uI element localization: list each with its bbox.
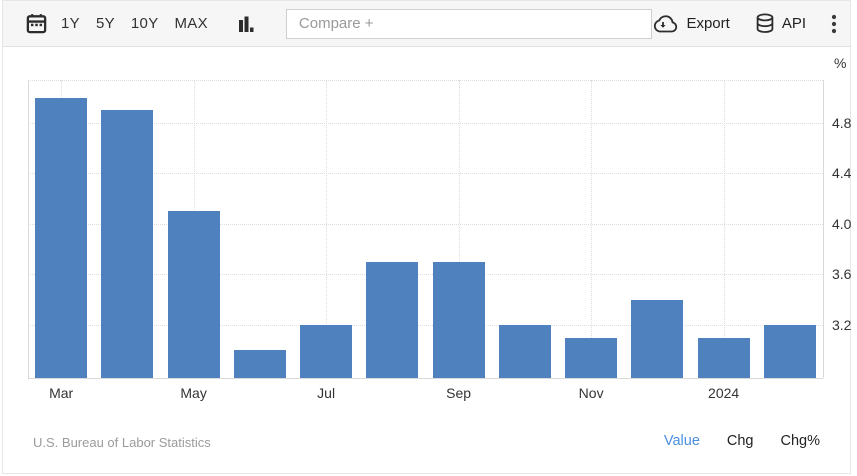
y-axis-tick-label: 4.4 (832, 165, 852, 182)
range-selector: 1Y 5Y 10Y MAX (58, 13, 211, 34)
database-icon (755, 13, 775, 34)
gridline-y-4.8 (28, 122, 823, 124)
range-1y-button[interactable]: 1Y (58, 13, 83, 34)
bar-Dec[interactable] (631, 299, 684, 378)
api-button[interactable]: API (755, 13, 806, 34)
mode-chg-link[interactable]: Chg (726, 433, 754, 449)
range-5y-button[interactable]: 5Y (93, 13, 118, 34)
toolbar: 1Y 5Y 10Y MAX Expor (3, 1, 850, 47)
column-chart-type-icon[interactable] (237, 15, 255, 33)
bar-2024[interactable] (697, 337, 750, 378)
y-axis-line-left (28, 80, 29, 378)
x-axis-tick-label: Mar (49, 385, 74, 401)
x-axis-tick-label: 2024 (708, 385, 740, 401)
bar-Aug[interactable] (366, 261, 419, 378)
mode-value-link[interactable]: Value (663, 433, 700, 449)
gridline-y-4.4 (28, 173, 823, 175)
gridline-top (28, 80, 823, 81)
gridline-x-2024 (723, 80, 725, 378)
range-10y-button[interactable]: 10Y (128, 13, 162, 34)
gridline-x-Jul (326, 80, 328, 378)
export-label: Export (686, 15, 730, 32)
compare-input[interactable] (285, 8, 653, 39)
x-axis-line (28, 378, 823, 379)
y-axis-unit-label: % (834, 55, 847, 71)
bar-Mar[interactable] (35, 97, 88, 378)
y-axis-tick-label: 3.6 (832, 266, 852, 283)
x-axis-tick-label: May (180, 385, 207, 401)
api-label: API (781, 15, 806, 32)
mode-chgpct-link[interactable]: Chg% (780, 433, 821, 449)
bar-Jul[interactable] (300, 324, 353, 378)
y-axis-line-right (823, 80, 824, 378)
bar-Nov[interactable] (565, 337, 618, 378)
gridline-x-Nov (591, 80, 593, 378)
x-axis-tick-label: Nov (578, 385, 604, 401)
kebab-menu-icon[interactable] (831, 14, 837, 34)
bar-Sep[interactable] (432, 261, 485, 378)
toolbar-right-group: Export API (652, 13, 850, 34)
bar-Feb[interactable] (763, 324, 816, 378)
bar-Oct[interactable] (498, 324, 551, 378)
bar-Jun[interactable] (233, 350, 286, 378)
display-mode-switcher: Value Chg Chg% (664, 433, 820, 449)
x-axis-tick-label: Sep (446, 385, 472, 401)
range-max-button[interactable]: MAX (172, 13, 211, 34)
bar-May[interactable] (167, 211, 220, 378)
source-attribution: U.S. Bureau of Labor Statistics (33, 435, 211, 450)
y-axis-tick-label: 3.2 (832, 316, 852, 333)
gridline-y-3.2 (28, 324, 823, 326)
gridline-x-Sep (458, 80, 460, 378)
y-axis-tick-label: 4.0 (832, 215, 852, 232)
cloud-download-icon (652, 14, 679, 34)
calendar-icon[interactable] (25, 12, 48, 35)
bar-chart: 3.2 3.6 4.0 4.4 4.8% Mar May Jul Sep Nov 2024 (3, 48, 852, 408)
y-axis-tick-label: 4.8 (832, 114, 852, 131)
footer: U.S. Bureau of Labor Statistics Value Ch… (3, 433, 850, 453)
gridline-y-4 (28, 223, 823, 225)
export-button[interactable]: Export (652, 14, 730, 34)
bar-Apr[interactable] (101, 110, 154, 378)
gridline-y-3.6 (28, 274, 823, 276)
x-axis-tick-label: Jul (317, 385, 336, 401)
